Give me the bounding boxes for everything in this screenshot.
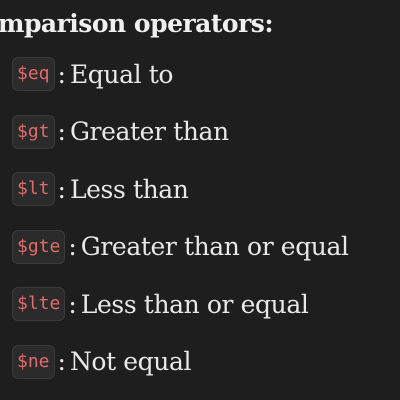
list-item-gt: $gt: Greater than	[12, 112, 400, 152]
operator-code: $lt	[12, 172, 55, 207]
separator-colon: :	[57, 59, 66, 89]
operator-code: $gte	[12, 229, 66, 264]
operator-description: Less than or equal	[80, 289, 309, 319]
list-item-ne: $ne: Not equal	[12, 342, 400, 382]
separator-colon: :	[68, 289, 77, 319]
operator-code: $eq	[12, 57, 55, 91]
operator-description: Greater than or equal	[80, 232, 349, 262]
operator-code: $gt	[12, 114, 55, 149]
section-heading: mparison operators:	[0, 2, 274, 46]
separator-colon: :	[57, 117, 66, 147]
operator-description: Greater than	[69, 117, 229, 147]
operator-code: $ne	[12, 344, 55, 379]
list-item-gte: $gte: Greater than or equal	[12, 227, 400, 267]
separator-colon: :	[57, 347, 66, 377]
operator-list: $eq: Equal to $gt: Greater than $lt: Less t…	[12, 54, 400, 400]
list-item-lt: $lt: Less than	[12, 169, 400, 209]
separator-colon: :	[57, 174, 66, 204]
section-heading-colon: :	[264, 9, 274, 38]
section-heading-text: mparison operators	[0, 9, 265, 38]
operator-description: Less than	[69, 174, 189, 204]
operator-description: Not equal	[69, 347, 192, 377]
separator-colon: :	[68, 232, 77, 262]
list-item-eq: $eq: Equal to	[12, 54, 400, 94]
operator-code: $lte	[12, 287, 66, 322]
list-item-lte: $lte: Less than or equal	[12, 284, 400, 324]
operator-description: Equal to	[69, 59, 174, 89]
